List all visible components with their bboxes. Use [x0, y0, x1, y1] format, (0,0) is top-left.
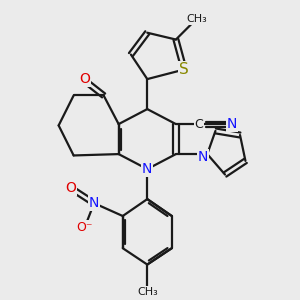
Text: N: N: [142, 162, 152, 176]
Text: O⁻: O⁻: [76, 221, 93, 234]
Text: S: S: [179, 62, 189, 77]
Text: N: N: [226, 117, 237, 131]
Text: CH₃: CH₃: [186, 14, 207, 24]
Text: O: O: [65, 181, 76, 195]
Text: C: C: [195, 118, 203, 130]
Text: N: N: [89, 196, 99, 210]
Text: N: N: [198, 150, 208, 164]
Text: CH₃: CH₃: [137, 287, 158, 297]
Text: O: O: [79, 72, 90, 86]
